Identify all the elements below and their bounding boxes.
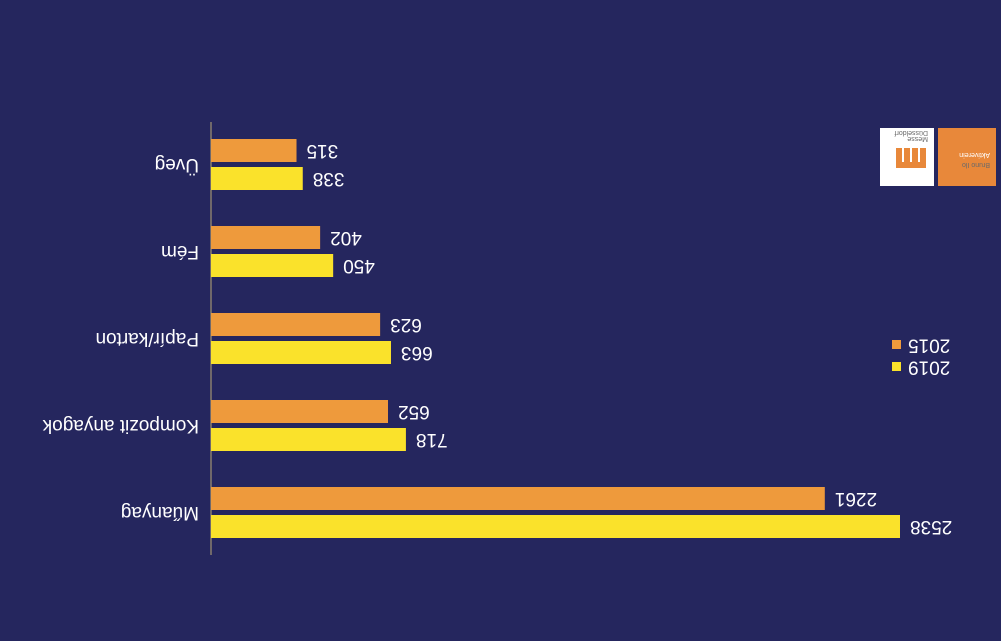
legend-label-2019: 2019: [908, 357, 950, 378]
bar-2015-3: [211, 400, 389, 423]
legend-label-2015: 2015: [908, 335, 950, 356]
logo-text-line4: Aktiverein: [959, 151, 990, 158]
data-label-2019-1: 450: [343, 255, 375, 276]
bar-2019-3: [211, 428, 406, 451]
data-label-2015-4: 2261: [835, 488, 877, 509]
legend-swatch-2019: [892, 362, 901, 371]
data-label-2019-0: 338: [313, 168, 345, 189]
data-label-2019-3: 718: [416, 429, 448, 450]
bar-2019-0: [211, 167, 303, 190]
data-label-2015-3: 652: [398, 401, 430, 422]
logo-orange-panel: Bruno Ilo Aktiverein: [938, 128, 996, 186]
logo-text-line2: Düsseldorf: [894, 129, 928, 136]
logo: Bruno Ilo Aktiverein Messe Düsseldorf: [880, 128, 996, 186]
data-label-2015-2: 623: [390, 314, 422, 335]
bar-2015-4: [211, 487, 825, 510]
data-label-2019-4: 2538: [910, 516, 952, 537]
category-label-3: Kompozit anyagok: [42, 415, 199, 436]
messe-munchen-logo-icon: [896, 148, 926, 168]
bar-2015-2: [211, 313, 381, 336]
data-label-2015-1: 402: [330, 227, 362, 248]
category-label-4: Műanyag: [121, 502, 199, 523]
category-label-1: Fém: [161, 241, 199, 262]
data-label-2015-0: 315: [307, 140, 339, 161]
category-label-0: Üveg: [155, 154, 199, 175]
logo-white-panel: Messe Düsseldorf: [880, 128, 934, 186]
bar-2015-0: [211, 139, 297, 162]
bar-2019-2: [211, 341, 391, 364]
bar-2019-4: [211, 515, 900, 538]
data-label-2019-2: 663: [401, 342, 433, 363]
category-label-2: Papír/karton: [96, 328, 200, 349]
bar-2015-1: [211, 226, 321, 249]
logo-text-line3: Bruno Ilo: [961, 161, 990, 168]
bar-2019-1: [211, 254, 334, 277]
legend-swatch-2015: [892, 340, 901, 349]
